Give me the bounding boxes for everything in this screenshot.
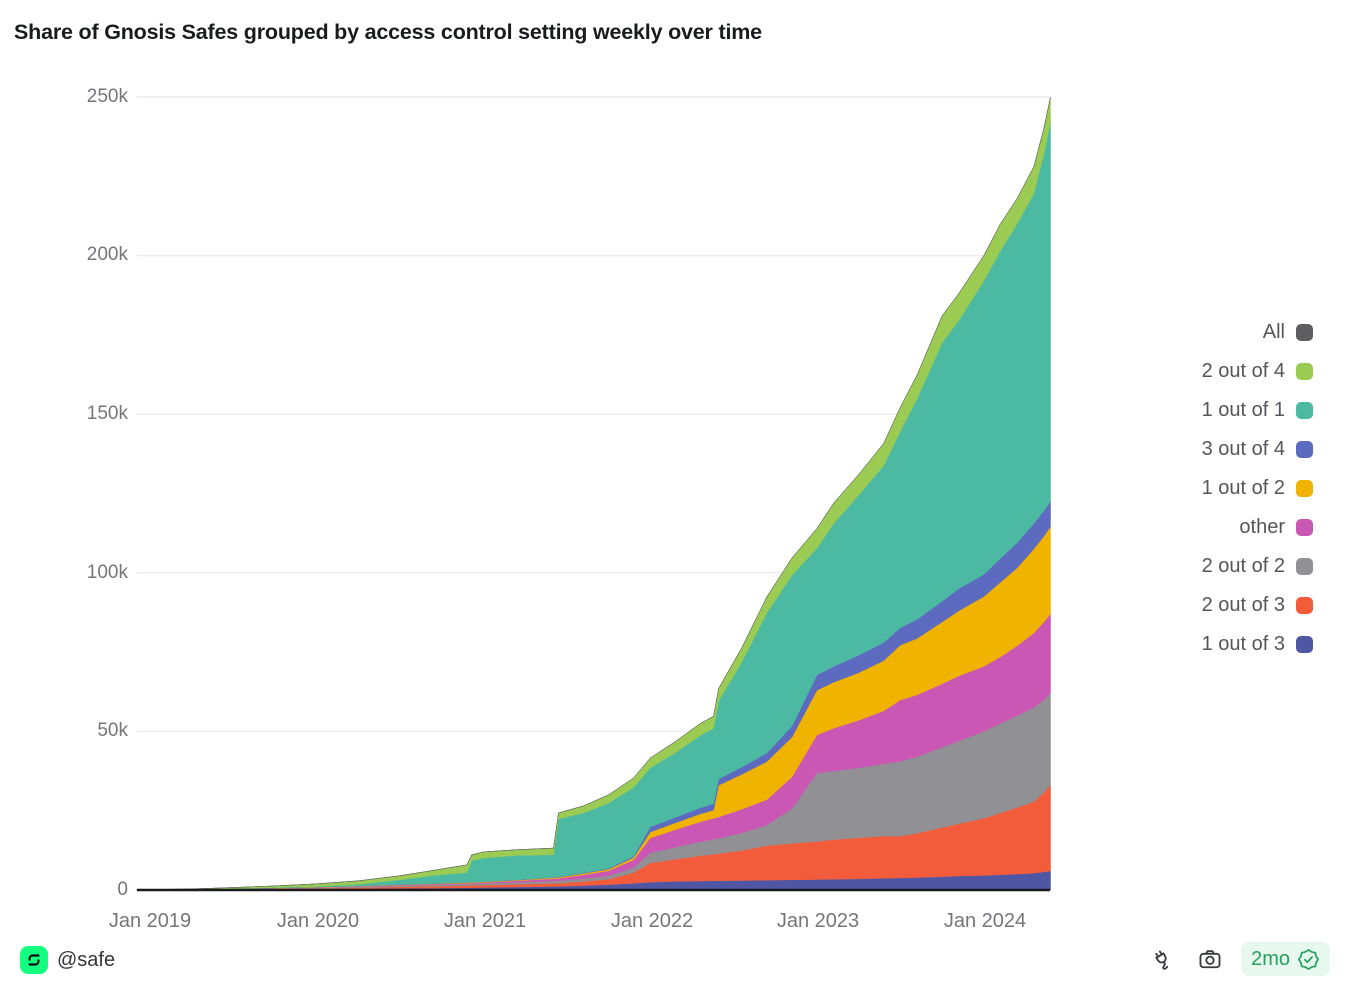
legend-item-3-of-4[interactable]: 3 out of 4 [1202,430,1313,469]
legend-item-other[interactable]: other [1202,508,1313,547]
page-title: Share of Gnosis Safes grouped by access … [14,20,762,44]
legend-item-2-of-2[interactable]: 2 out of 2 [1202,547,1313,586]
legend-swatch [1296,324,1313,341]
y-axis-tick: 0 [117,879,128,900]
x-axis-tick: Jan 2019 [108,910,192,932]
legend-swatch [1296,636,1313,653]
y-axis-tick: 150k [86,403,128,424]
embed-actions: 2mo [1145,942,1330,976]
legend-item-1-of-1[interactable]: 1 out of 1 [1202,391,1313,430]
x-axis-tick: Jan 2024 [943,910,1027,932]
badge-age-label: 2mo [1251,947,1290,970]
x-axis-tick: Jan 2022 [610,910,694,932]
legend-label: 1 out of 1 [1201,399,1285,421]
safe-avatar [20,946,48,974]
legend-swatch [1296,441,1313,458]
legend-label: 2 out of 4 [1201,360,1285,382]
data-freshness-badge[interactable]: 2mo [1241,942,1330,976]
legend-item-all[interactable]: All [1202,313,1313,352]
safe-logo-icon [28,954,40,966]
verified-seal-icon [1298,948,1319,970]
legend-swatch [1296,363,1313,380]
x-axis-tick: Jan 2023 [776,910,860,932]
legend-label: 2 out of 3 [1201,594,1285,616]
legend-label: 1 out of 2 [1201,477,1285,499]
legend-item-2-of-3[interactable]: 2 out of 3 [1202,586,1313,625]
legend-item-1-of-2[interactable]: 1 out of 2 [1202,469,1313,508]
legend-label: 2 out of 2 [1201,555,1285,577]
legend-label: other [1239,516,1285,538]
y-axis-tick: 200k [86,244,128,265]
legend-label: All [1262,321,1285,343]
legend-label: 1 out of 3 [1201,633,1285,655]
y-axis-tick: 100k [86,562,128,583]
legend-label: 3 out of 4 [1201,438,1285,460]
legend-swatch [1296,597,1313,614]
legend-item-1-of-3[interactable]: 1 out of 3 [1202,625,1313,664]
y-axis-tick: 250k [86,86,128,107]
chart-legend: All 2 out of 4 1 out of 1 3 out of 4 1 o… [1202,313,1313,664]
legend-swatch [1296,480,1313,497]
camera-icon[interactable] [1193,942,1227,976]
legend-swatch [1296,519,1313,536]
plug-icon[interactable] [1145,942,1179,976]
legend-item-2-of-4[interactable]: 2 out of 4 [1202,352,1313,391]
author-attribution[interactable]: @safe [20,946,115,974]
legend-swatch [1296,558,1313,575]
stacked-area-chart[interactable] [0,0,1100,950]
x-axis-tick: Jan 2020 [276,910,360,932]
legend-swatch [1296,402,1313,419]
author-handle: @safe [57,948,116,971]
x-axis-tick: Jan 2021 [443,910,527,932]
y-axis-tick: 50k [97,720,128,741]
